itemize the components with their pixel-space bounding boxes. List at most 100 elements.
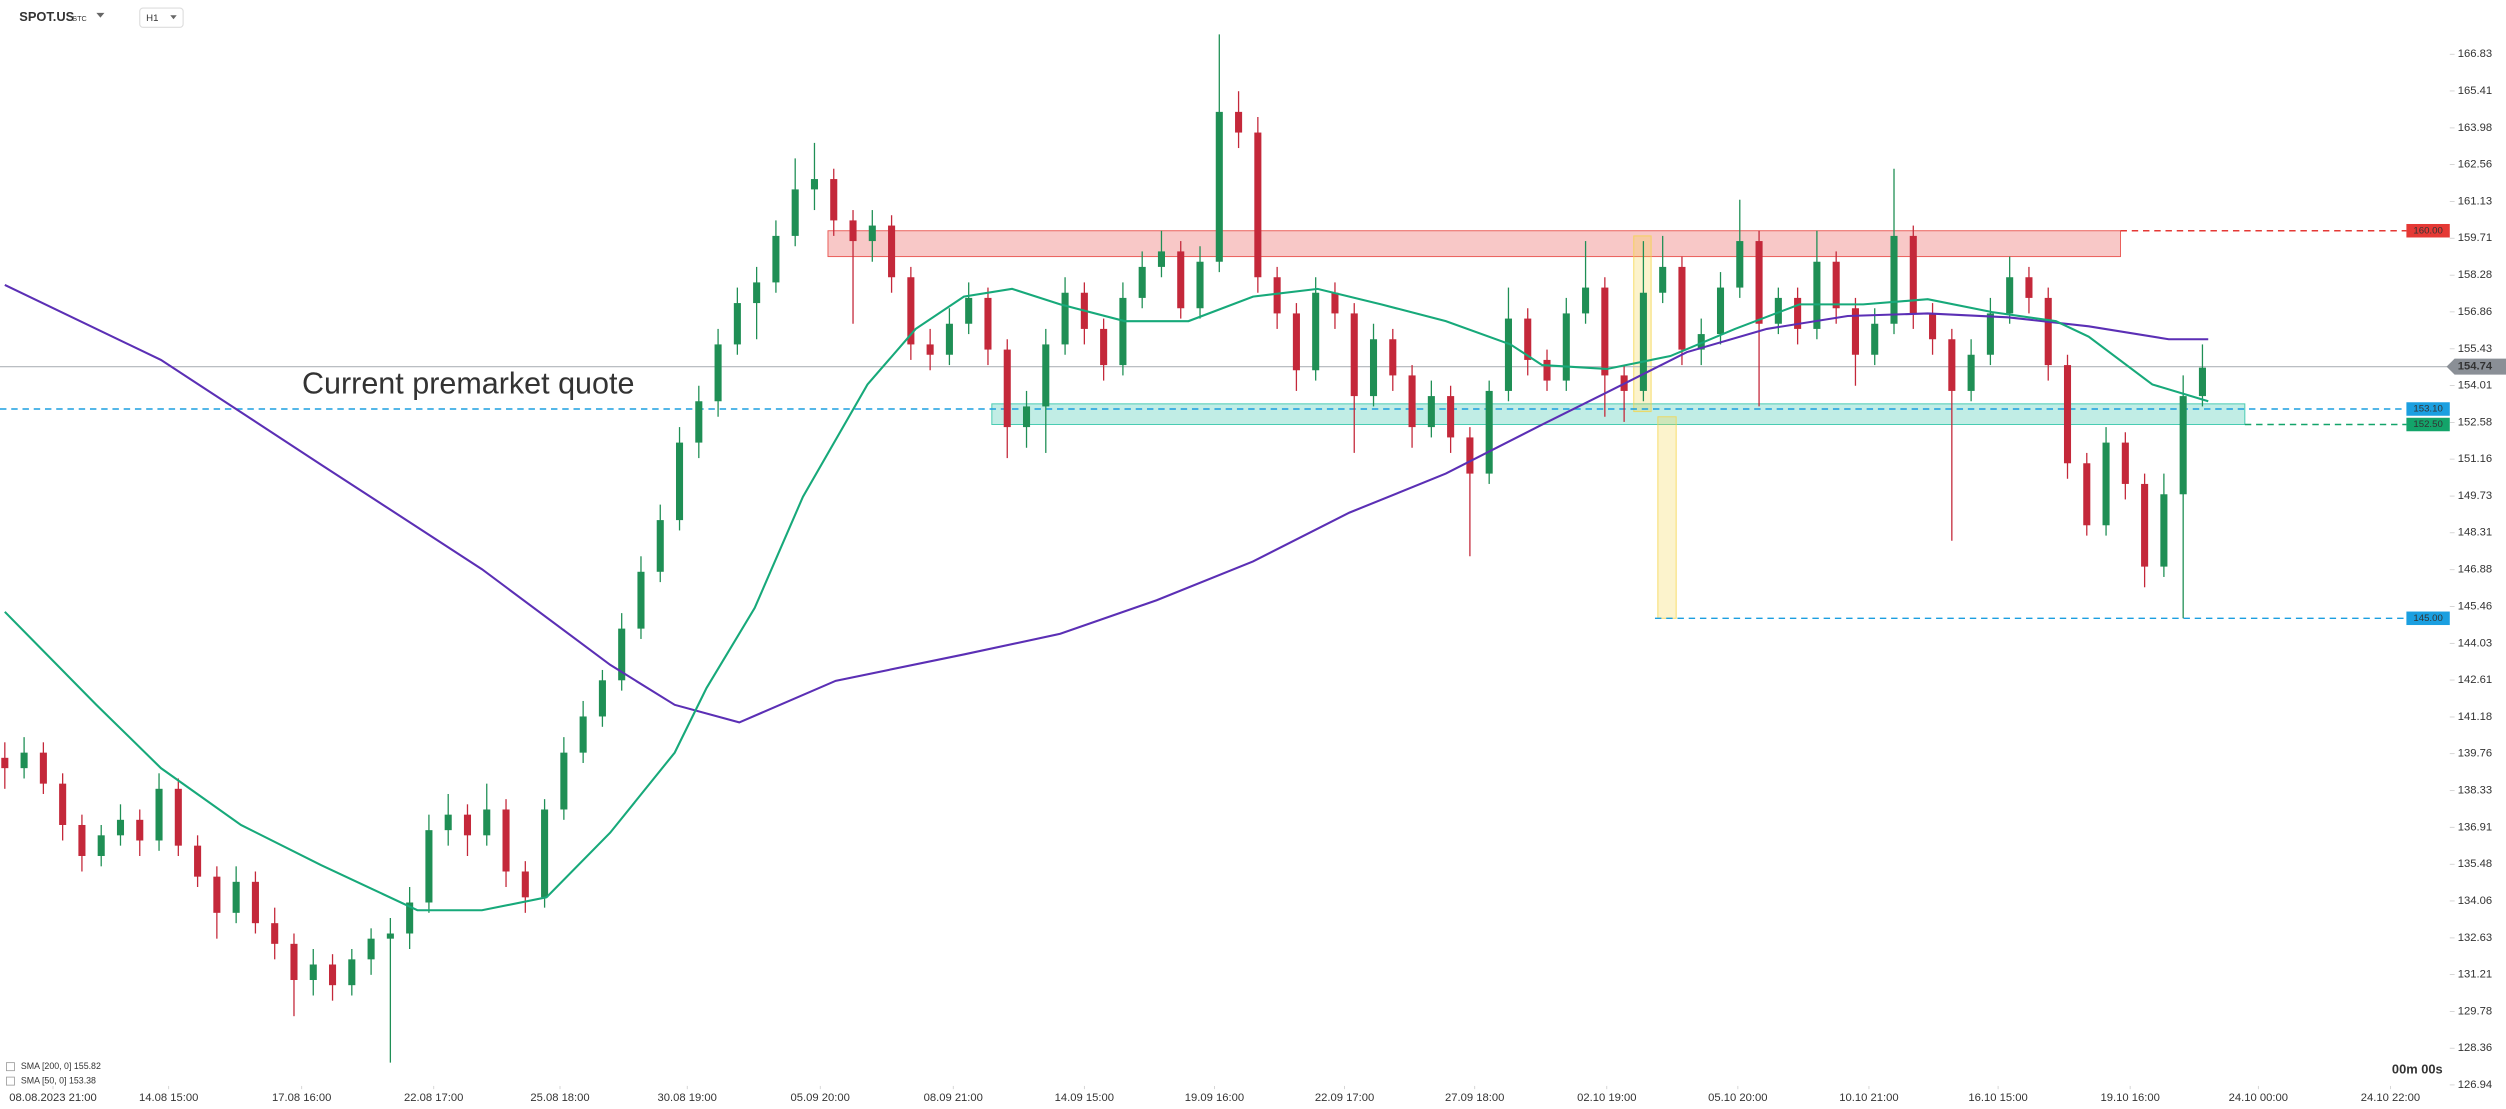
candle-body [329,964,337,986]
candle-body [1504,318,1512,391]
candle-body [1986,313,1994,355]
candle-body [1794,297,1802,329]
x-tick-label: 05.09 20:00 [791,1092,850,1104]
candle-body [1562,313,1570,381]
candle-body [290,943,298,981]
candle-body [155,788,163,841]
candle-body [521,871,529,898]
x-tick-label: 14.08 15:00 [139,1092,198,1104]
candle-body [1755,241,1763,324]
candle-body [2198,367,2206,397]
candle-body [656,520,664,572]
symbol-dropdown[interactable] [96,12,105,18]
y-tick-label: 129.78 [2458,1005,2492,1017]
candle-body [116,819,125,836]
candle-body [1601,287,1609,376]
candle-body [1678,266,1686,350]
symbol-suffix[interactable]: STC [72,14,86,23]
candle-body [2063,365,2072,464]
y-tick-label: 159.71 [2458,232,2492,244]
interval-dropdown[interactable] [170,15,177,20]
y-tick-label: 139.76 [2458,748,2492,760]
level-badge [2406,223,2450,238]
candle-body [1022,406,1031,428]
last-price-badge [2446,358,2506,375]
candle-body [1659,266,1667,293]
candle-body [425,830,433,903]
timer: 00m 00s [2392,1061,2443,1076]
interval-box[interactable] [139,7,184,28]
candle-body [2083,463,2091,526]
candle-body [502,809,510,872]
candle-body [1485,390,1493,474]
candle-body [926,344,934,355]
x-tick-label: 24.10 22:00 [2361,1092,2420,1104]
candle-body [1427,396,1435,428]
candle-body [2025,277,2033,298]
candle-body [1967,354,1975,391]
candle-body [348,959,356,986]
y-tick-label: 131.21 [2458,969,2492,981]
candle-body [791,189,799,236]
last-price-label: 154.74 [2458,361,2493,373]
candle-body [1100,328,1108,366]
candle-body [618,628,626,681]
y-tick-label: 156.86 [2458,306,2492,318]
x-tick-label: 30.08 19:00 [658,1092,717,1104]
candle-body [1466,437,1474,474]
candle-body [753,282,761,304]
legend-label: SMA [50, 0] 153.38 [21,1075,96,1085]
y-tick-label: 166.83 [2458,48,2492,60]
candle-body [1948,339,1956,391]
x-tick-label: 22.09 17:00 [1315,1092,1374,1104]
candle-body [1890,235,1898,324]
candle-body [714,344,722,402]
level-badge [2406,402,2450,416]
y-tick-label: 162.56 [2458,159,2492,171]
y-tick-label: 152.58 [2458,416,2492,428]
candle-body [2006,277,2014,314]
annotation: Current premarket quote [302,367,634,401]
candle-body [1157,251,1165,267]
candle-body [39,752,47,784]
candle-body [213,876,221,913]
candle-body [1543,359,1551,381]
y-tick-label: 136.91 [2458,821,2492,833]
candle-body [1408,375,1416,428]
candle-body [1582,287,1590,314]
interval[interactable]: H1 [146,13,158,24]
x-tick-label: 24.10 00:00 [2229,1092,2288,1104]
x-tick-label: 19.09 16:00 [1185,1092,1244,1104]
candle-body [830,179,838,221]
candle-body [2179,396,2187,495]
y-tick-label: 126.94 [2458,1079,2492,1091]
y-tick-label: 145.46 [2458,600,2492,612]
y-tick-label: 134.06 [2458,895,2492,907]
candle-body [1851,308,1859,355]
y-tick-label: 128.36 [2458,1042,2492,1054]
candle-body [695,401,703,443]
candle-body [251,881,259,924]
candle-body [1273,277,1281,314]
candle-body [1697,334,1705,350]
candle-body [309,964,317,981]
x-tick-label: 02.10 19:00 [1577,1092,1636,1104]
candle-body [1389,339,1397,376]
candle-body [733,303,741,345]
candle-body [1235,111,1243,133]
candle-body [1177,251,1185,309]
candle-body [1292,313,1300,371]
x-tick-label: 25.08 18:00 [530,1092,589,1104]
candle-body [2141,483,2149,567]
candle-body [367,938,375,960]
x-tick-label: 08.09 21:00 [924,1092,983,1104]
x-tick-label: 27.09 18:00 [1445,1092,1504,1104]
candle-body [1813,261,1821,329]
candle-body [1832,261,1840,309]
candle-body [1196,261,1204,309]
y-tick-label: 163.98 [2458,122,2492,134]
candle-body [965,297,973,324]
candle-body [579,716,587,753]
candle-body [1061,292,1069,345]
